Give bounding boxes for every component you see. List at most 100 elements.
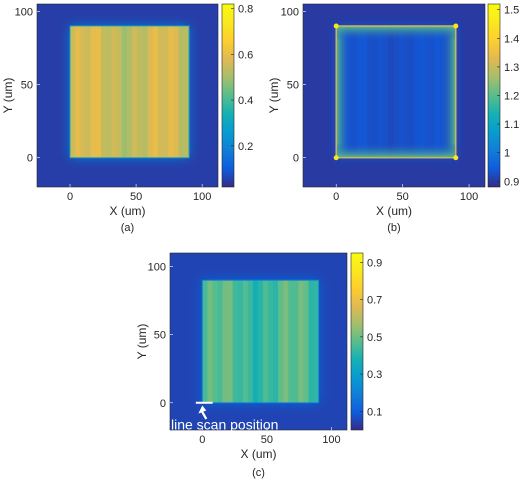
colorbar-tick-label: 1.5 — [504, 5, 519, 17]
y-tick-label: 100 — [281, 6, 299, 18]
y-tick-label: 50 — [287, 80, 299, 92]
colorbar-tick-label: 0.9 — [367, 257, 382, 269]
heatmap-stripe — [85, 25, 92, 158]
y-axis-label: Y (um) — [1, 78, 15, 114]
heatmap-stripe — [242, 280, 249, 403]
heatmap-stripe — [147, 25, 154, 158]
heatmap-stripe — [70, 25, 76, 158]
x-tick-label: 0 — [199, 434, 205, 446]
heatmap-stripe — [237, 280, 244, 403]
heatmap-stripe — [95, 25, 102, 158]
heatmap-stripe — [132, 25, 138, 158]
colorbar-tick-label: 0.3 — [367, 369, 382, 381]
y-axis-label: Y (um) — [267, 78, 281, 114]
heatmap-stripe — [178, 25, 185, 158]
heatmap-stripe — [283, 280, 289, 403]
heatmap-stripe — [183, 25, 190, 158]
heatmap-stripe — [393, 25, 399, 158]
edge-ring — [69, 25, 190, 159]
heatmap-stripe — [362, 25, 368, 158]
heatmap-stripe — [403, 25, 410, 158]
heatmap-stripe — [429, 25, 436, 158]
heatmap-stripe — [382, 25, 389, 158]
heatmap-stripe — [257, 280, 264, 403]
heatmap-stripe — [116, 25, 123, 158]
heatmap-stripe — [424, 25, 431, 158]
heatmap-stripe — [137, 25, 143, 158]
colorbar-tick-label: 1.3 — [504, 62, 519, 74]
x-axis-label: X (um) — [241, 447, 277, 461]
y-tick-label: 0 — [27, 153, 33, 165]
panel-label: (c) — [252, 467, 265, 479]
colorbar-tick-label: 0.1 — [367, 406, 382, 418]
heatmap-stripe — [308, 280, 314, 403]
x-tick-label: 100 — [193, 191, 211, 203]
colorbar: 0.1 0.3 0.5 0.7 0.9 — [350, 252, 382, 431]
heatmap-stripe — [90, 25, 97, 158]
y-tick-label: 50 — [154, 330, 166, 342]
x-tick-label: 0 — [333, 191, 339, 203]
heatmap-stripe — [252, 280, 259, 403]
colorbar-tick-label: 0.8 — [238, 4, 253, 16]
heatmap-stripe — [227, 280, 234, 403]
heatmap-stripe — [268, 280, 274, 403]
colorbar-tick-label: 0.6 — [238, 49, 253, 61]
heatmap-stripe — [262, 280, 269, 403]
heatmap-stripe — [202, 280, 208, 403]
heatmap-field — [69, 25, 190, 159]
x-tick-label: 100 — [460, 191, 478, 203]
annotation-text: line scan position — [171, 416, 278, 432]
heatmap-stripe — [288, 280, 294, 403]
heatmap-stripe — [157, 25, 164, 158]
heatmap-stripe — [434, 25, 441, 158]
heatmap-stripe — [372, 25, 379, 158]
heatmap-stripe — [247, 280, 254, 403]
heatmap-stripe — [152, 25, 159, 158]
colorbar-tick-label: 0.4 — [238, 95, 253, 107]
heatmap-stripe — [293, 280, 299, 403]
y-axis-label: Y (um) — [135, 324, 149, 360]
panel-3: 0 50 100 0 50 100 X (um) Y (um) 0.1 0.3 0.5 0.7 0.9 (… — [135, 252, 382, 479]
x-tick-label: 50 — [397, 191, 409, 203]
heatmap-stripe — [313, 280, 319, 403]
panel-1: 0 50 100 0 50 100 X (um) Y (um) 0.2 0.4 0.6 0.8 (a) — [1, 4, 253, 234]
heatmap-stripe — [357, 25, 363, 158]
heatmap-field — [201, 279, 320, 404]
heatmap-stripe — [303, 280, 309, 403]
heatmap-stripe — [212, 280, 218, 403]
heatmap-stripe — [75, 25, 81, 158]
y-tick-label: 100 — [15, 6, 33, 18]
heatmap-stripe — [398, 25, 405, 158]
heatmap-stripe — [142, 25, 148, 158]
colorbar-tick-label: 1.2 — [504, 91, 519, 103]
heatmap-stripe — [106, 25, 112, 158]
heatmap-stripe — [367, 25, 374, 158]
heatmap-field — [333, 23, 459, 161]
colorbar: 0.9 1 1.1 1.2 1.3 1.4 1.5 — [487, 3, 519, 188]
x-tick-label: 100 — [322, 434, 340, 446]
x-tick-label: 50 — [261, 434, 273, 446]
y-tick-label: 0 — [293, 153, 299, 165]
colorbar-tick-label: 0.5 — [367, 332, 382, 344]
heatmap-stripe — [278, 280, 284, 403]
y-tick-label: 0 — [160, 398, 166, 410]
colorbar-gradient — [350, 252, 364, 431]
heatmap-stripe — [351, 25, 358, 158]
colorbar-tick-label: 0.2 — [238, 141, 253, 153]
heatmap-stripe — [80, 25, 86, 158]
heatmap-stripe — [414, 25, 420, 158]
heatmap-stripe — [121, 25, 128, 158]
panel-2: 0 50 100 0 50 100 X (um) Y (um) 0.9 1 1.1 1.2 1.3 1.4… — [267, 3, 519, 234]
heatmap-stripe — [207, 280, 213, 403]
heatmap-stripe — [101, 25, 107, 158]
heatmap-stripe — [419, 25, 425, 158]
axes-box — [302, 3, 486, 188]
heatmap-stripe — [217, 280, 223, 403]
colorbar-tick-label: 1.4 — [504, 33, 519, 45]
panel-label: (b) — [387, 222, 400, 234]
colorbar-tick-label: 0.7 — [367, 295, 382, 307]
y-tick-label: 50 — [21, 80, 33, 92]
axes-box — [36, 3, 219, 188]
heatmap-stripe — [298, 280, 304, 403]
